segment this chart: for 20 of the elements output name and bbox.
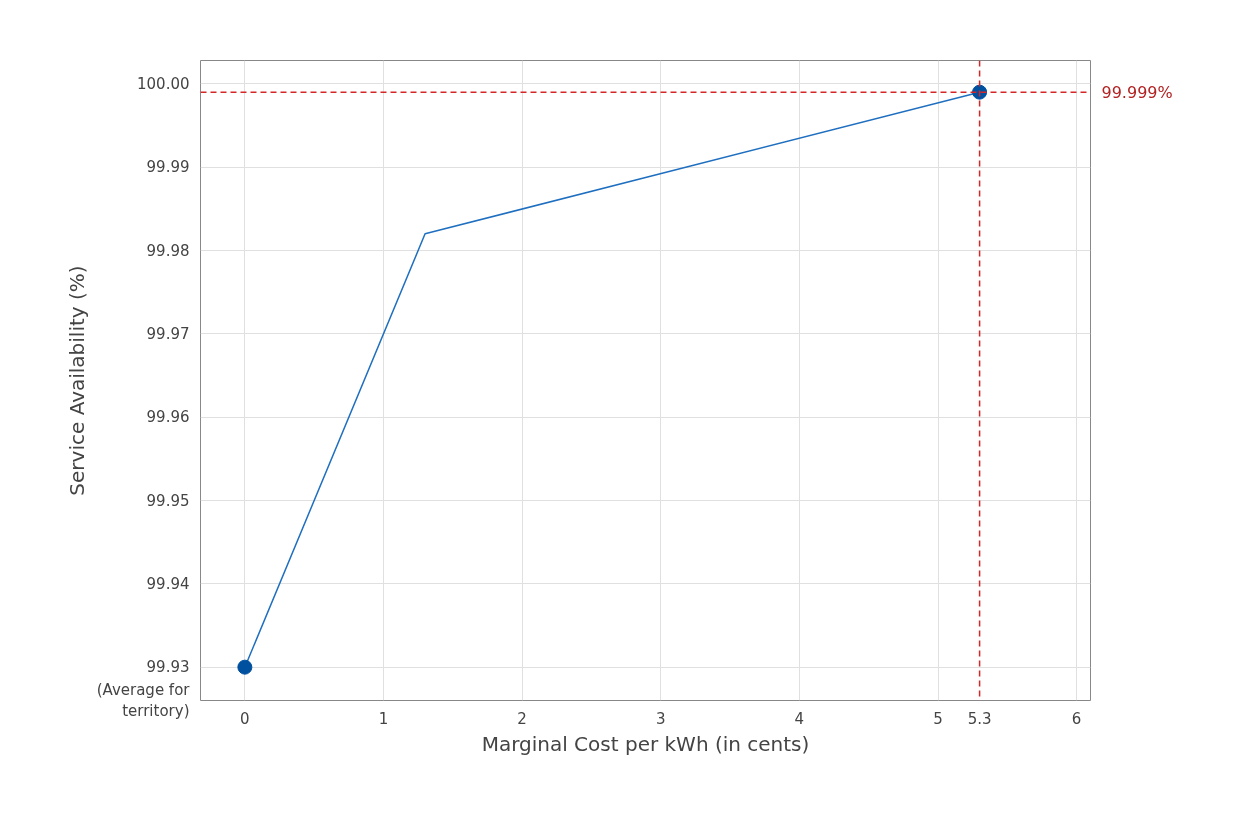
x-tick-label: 5 bbox=[933, 709, 943, 728]
x-tick-label: 6 bbox=[1071, 709, 1082, 728]
y-tick-label: 99.97 bbox=[146, 324, 190, 343]
x-tick-label: 2 bbox=[517, 709, 527, 728]
x-tick-label: 1 bbox=[378, 709, 389, 728]
y-tick-label: 99.93 bbox=[146, 658, 190, 677]
x-tick-label: 3 bbox=[655, 709, 666, 728]
x-tick-label: 4 bbox=[794, 709, 805, 728]
text: (Average for territory) bbox=[96, 680, 191, 721]
ref-line-label: 5.3 bbox=[967, 709, 992, 728]
y-tick-label: 99.98 bbox=[146, 241, 190, 260]
y-tick-label: 99.95 bbox=[146, 491, 190, 510]
y-tick-label: 99.96 bbox=[146, 408, 190, 427]
y-tick-label: 100.00 bbox=[137, 74, 190, 93]
y-tick-label: 99.99 bbox=[146, 158, 190, 177]
y-axis-title: Service Availability (%) bbox=[64, 265, 89, 496]
ref-line-label: 99.999% bbox=[1101, 82, 1173, 102]
x-axis-title: Marginal Cost per kWh (in cents) bbox=[481, 731, 810, 756]
y-tick-label: 99.94 bbox=[146, 574, 190, 593]
x-tick-label: 0 bbox=[240, 709, 250, 728]
